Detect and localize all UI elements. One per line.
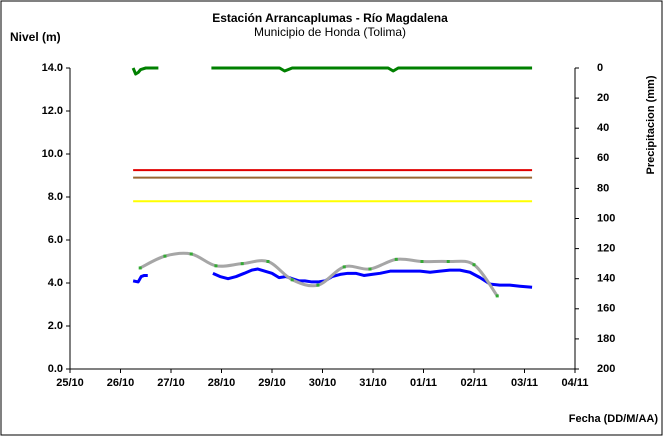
y2-tick-label: 140: [597, 273, 615, 285]
series-marker: [163, 254, 167, 258]
series-line: [211, 66, 533, 73]
y2-tick-label: 80: [597, 182, 609, 194]
series-marker: [214, 264, 218, 268]
series-marker: [472, 263, 476, 267]
series-marker: [342, 265, 346, 269]
y-tick-label: 14.0: [42, 62, 63, 74]
y2-tick-label: 100: [597, 212, 615, 224]
y2-tick-label: 120: [597, 243, 615, 255]
x-tick-label: 25/10: [56, 377, 84, 389]
series-marker: [316, 283, 320, 287]
y2-tick-label: 0: [597, 62, 603, 74]
x-tick-label: 04/11: [562, 377, 589, 389]
y2-tick-label: 180: [597, 333, 615, 345]
series-marker: [189, 252, 193, 256]
chart-subtitle: Municipio de Honda (Tolima): [254, 25, 406, 39]
y2-tick-label: 20: [597, 92, 609, 104]
x-axis-label: Fecha (DD/M/AA): [569, 413, 659, 425]
x-tick-label: 30/10: [309, 377, 337, 389]
series-marker: [420, 260, 424, 263]
x-tick-label: 27/10: [157, 377, 185, 389]
x-tick-label: 26/10: [107, 377, 135, 389]
series-line: [131, 66, 159, 76]
series-marker: [446, 260, 450, 263]
y-tick-label: 2.0: [48, 320, 63, 332]
x-tick-label: 29/10: [258, 377, 286, 389]
y-axis-label: Nivel (m): [10, 30, 61, 44]
series-marker: [240, 262, 244, 266]
y-tick-label: 8.0: [48, 191, 63, 203]
series-marker: [368, 267, 372, 271]
y-tick-label: 10.0: [42, 148, 63, 160]
y-tick-label: 4.0: [48, 277, 63, 289]
x-tick-label: 31/10: [359, 377, 387, 389]
x-tick-label: 01/11: [410, 377, 437, 389]
y2-tick-label: 160: [597, 303, 615, 315]
y2-tick-label: 40: [597, 122, 609, 134]
series-marker: [266, 260, 270, 263]
series-line: [132, 273, 148, 284]
x-tick-label: 02/11: [461, 377, 488, 389]
y2-axis-label: Precipitacion (mm): [645, 75, 657, 174]
y2-tick-label: 60: [597, 152, 609, 164]
series-marker: [138, 266, 142, 270]
y-tick-label: 6.0: [48, 234, 63, 246]
series-marker: [394, 257, 398, 261]
series-marker: [495, 294, 499, 298]
chart-title: Estación Arrancaplumas - Río Magdalena: [212, 11, 448, 25]
series-marker: [290, 278, 294, 282]
series-line: [212, 267, 533, 289]
y-tick-label: 12.0: [42, 105, 63, 117]
y-tick-label: 0.0: [48, 363, 63, 375]
x-tick-label: 28/10: [208, 377, 236, 389]
y2-tick-label: 200: [597, 363, 615, 375]
x-tick-label: 03/11: [511, 377, 538, 389]
